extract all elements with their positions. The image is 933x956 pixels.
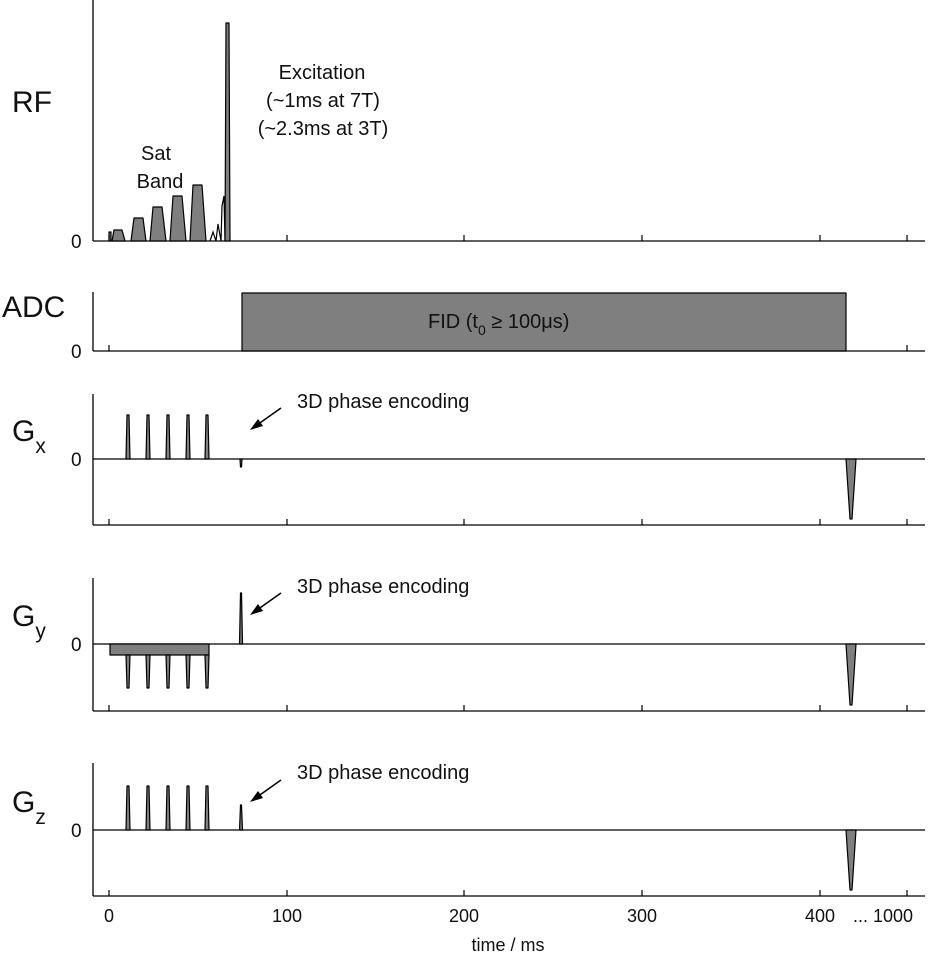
adc-row: ADC 0 FID (t0 ≥ 100μs) (2, 291, 925, 363)
svg-text:Excitation: Excitation (279, 62, 366, 84)
tick-label-400: 400 (805, 906, 835, 926)
gy-phase-encode-blip (238, 592, 244, 645)
gz-zero-label: 0 (71, 821, 82, 842)
rf-row: RF 0 Sat Band Excitation (12, 0, 925, 253)
gy-phase-encode-label: 3D phase encoding (297, 576, 469, 598)
adc-zero-label: 0 (71, 342, 82, 363)
gx-spoiler-lobes (125, 414, 210, 460)
gx-row: Gx 0 3D phase encoding (12, 391, 925, 526)
gz-row-label: Gz (12, 786, 46, 829)
svg-text:Band: Band (137, 171, 184, 193)
svg-text:Sat: Sat (141, 143, 171, 165)
tick-label-1000: ... 1000 (853, 906, 913, 926)
sat-band-pulses (108, 184, 207, 242)
gy-zero-label: 0 (71, 635, 82, 656)
svg-text:(~2.3ms at 3T): (~2.3ms at 3T) (258, 118, 389, 140)
gx-phase-encode-label: 3D phase encoding (297, 391, 469, 413)
gz-phase-encode-blip (238, 804, 244, 831)
gz-phase-encode-arrow (250, 779, 282, 802)
gx-row-label: Gx (12, 415, 46, 458)
gz-rewinder-lobe (845, 829, 857, 891)
time-axis-ticks (108, 890, 908, 896)
excitation-pulse (209, 22, 231, 242)
gx-rewinder-lobe (845, 458, 857, 520)
gz-spoiler-lobes (125, 785, 210, 831)
gz-phase-encode-label: 3D phase encoding (297, 762, 469, 784)
rf-zero-label: 0 (71, 232, 82, 253)
excitation-label: Excitation (~1ms at 7T) (~2.3ms at 3T) (258, 62, 389, 140)
time-axis-tick-labels: 0 100 200 300 400 ... 1000 (104, 906, 913, 926)
rf-row-label: RF (12, 86, 52, 119)
time-axis-label: time / ms (471, 935, 544, 955)
adc-row-label: ADC (2, 291, 65, 324)
tick-label-200: 200 (449, 906, 479, 926)
gz-row: Gz 0 3D phase encoding (12, 762, 925, 897)
gx-phase-encode-blip (239, 458, 243, 468)
gx-ticks (108, 519, 908, 525)
fid-label: FID (t0 ≥ 100μs) (428, 311, 569, 338)
tick-label-100: 100 (272, 906, 302, 926)
gy-spoiler-lobes (125, 654, 210, 689)
gy-row: Gy 0 3D phase encoding (12, 576, 925, 712)
tick-label-300: 300 (627, 906, 657, 926)
fid-acquisition-window (241, 292, 847, 352)
gy-sat-band-gradient (109, 643, 210, 656)
svg-text:(~1ms at 7T): (~1ms at 7T) (266, 90, 380, 112)
gy-row-label: Gy (12, 600, 46, 643)
sat-band-label: Sat Band (137, 143, 184, 193)
gx-zero-label: 0 (71, 450, 82, 471)
gy-ticks (108, 705, 908, 711)
gx-phase-encode-arrow (250, 407, 282, 430)
gy-phase-encode-arrow (250, 592, 282, 615)
gy-rewinder-lobe (845, 643, 857, 706)
tick-label-0: 0 (104, 906, 114, 926)
